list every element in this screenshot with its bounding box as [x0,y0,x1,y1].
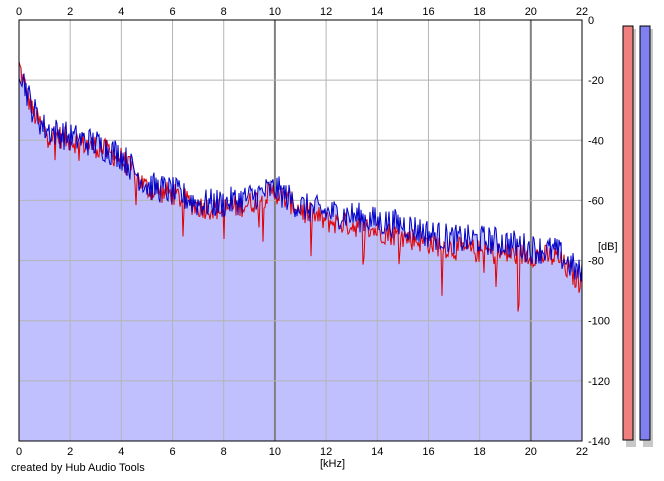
x-tick-label-bottom: 2 [67,446,73,458]
credit-text: created by Hub Audio Tools [11,462,145,474]
x-tick-label-top: 10 [269,6,281,18]
x-tick-label-bottom: 6 [169,446,175,458]
x-tick-label-bottom: 18 [474,446,486,458]
grid [18,19,583,442]
x-tick-label-top: 4 [118,6,124,18]
plot-frame [18,19,583,442]
x-tick-label-bottom: 14 [371,446,383,458]
series-right-channel [18,73,583,282]
x-tick-label-top: 2 [67,6,73,18]
y-tick-label: -140 [588,436,610,448]
x-tick-label-top: 22 [576,6,588,18]
spectrum-area-fill [19,61,582,442]
y-tick-label: -80 [588,256,604,268]
x-tick-label-top: 0 [16,6,22,18]
x-tick-label-bottom: 16 [422,446,434,458]
level-meter-right [639,25,651,441]
x-tick-label-top: 12 [320,6,332,18]
y-tick-label: -60 [588,195,604,207]
x-tick-label-bottom: 0 [16,446,22,458]
x-tick-label-top: 20 [525,6,537,18]
y-tick-label: -120 [588,376,610,388]
x-tick-label-bottom: 20 [525,446,537,458]
y-axis-label: [dB] [598,241,618,253]
x-tick-label-top: 14 [371,6,383,18]
x-tick-label-bottom: 8 [221,446,227,458]
level-meter-left [622,25,634,441]
y-tick-label: -40 [588,135,604,147]
x-tick-label-top: 6 [169,6,175,18]
y-tick-label: -20 [588,75,604,87]
y-tick-label: 0 [588,15,594,27]
y-tick-label: -100 [588,316,610,328]
x-tick-label-top: 8 [221,6,227,18]
tick-labels: 002244668810101212141416161818202022220-… [16,6,610,458]
x-tick-label-top: 16 [422,6,434,18]
x-tick-label-bottom: 22 [576,446,588,458]
x-tick-label-bottom: 12 [320,446,332,458]
x-tick-label-bottom: 4 [118,446,124,458]
x-axis-label: [kHz] [320,458,345,470]
x-tick-label-bottom: 10 [269,446,281,458]
x-tick-label-top: 18 [474,6,486,18]
